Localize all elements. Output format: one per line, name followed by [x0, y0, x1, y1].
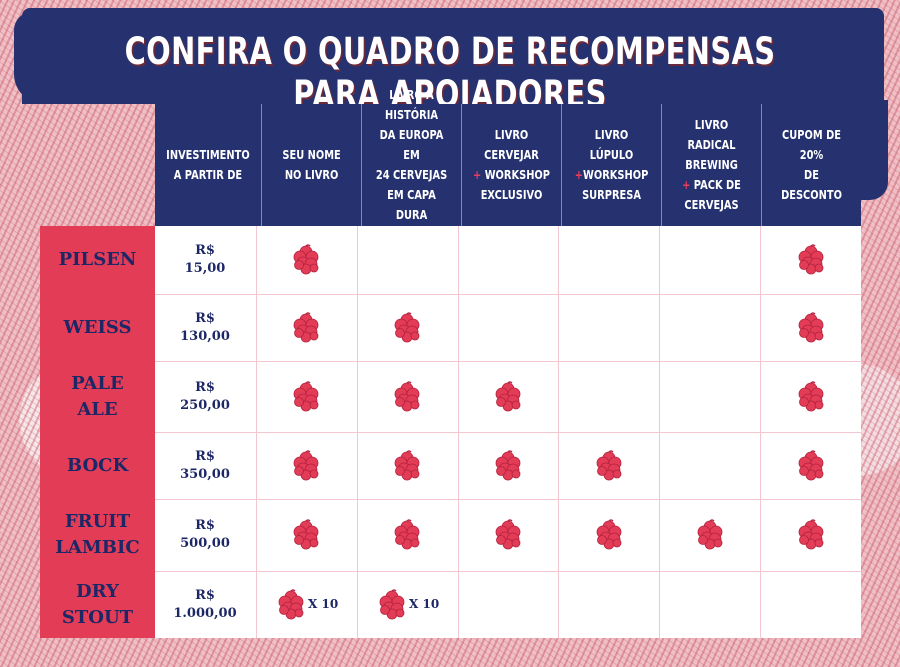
tier-name-line: WEISS: [63, 316, 132, 338]
column-header-line: BREWING: [685, 158, 738, 172]
hop-icon: [796, 381, 826, 413]
column-header-line: DA EUROPA EM: [379, 128, 444, 162]
tier-price-line: 130,00: [180, 328, 230, 344]
column-header-line: LIVRO RADICAL: [687, 118, 736, 152]
hop-icon: [594, 519, 624, 551]
tier-price-line: R$: [195, 243, 215, 258]
column-header-line: + WORKSHOP: [472, 168, 550, 182]
grid-hline: [155, 571, 861, 572]
column-header-line: DE DESCONTO: [781, 168, 842, 202]
hop-icon: [796, 312, 826, 344]
tier-price-line: R$: [195, 448, 215, 464]
column-header-3: LIVRO CERVEJAR + WORKSHOP EXCLUSIVO: [460, 104, 561, 226]
table-header-row: INVESTIMENTO A PARTIR DE SEU NOME NO LIVRO L…: [155, 88, 861, 242]
hop-icon: [796, 244, 826, 276]
column-header-4: LIVRO LÚPULO +WORKSHOP SURPRESA: [560, 104, 661, 226]
tier-price: R$ 15,00: [155, 226, 255, 294]
tier-price-line: 350,00: [180, 466, 230, 482]
column-header-line: LIVRO A HISTÓRIA: [384, 88, 438, 122]
tier-price: R$ 130,00: [155, 294, 255, 361]
tier-name: PALE ALE: [40, 361, 155, 432]
column-header-line: + PACK DE: [682, 178, 741, 192]
column-header-line: 24 CERVEJAS: [375, 168, 448, 182]
hop-icon: [796, 450, 826, 482]
column-header-5: LIVRO RADICAL BREWING + PACK DE CERVEJAS: [660, 104, 761, 226]
tier-price-line: R$: [195, 518, 215, 533]
tier-price-line: 250,00: [180, 397, 230, 413]
hop-icon: [796, 519, 826, 551]
tier-column-background: [40, 226, 155, 638]
hop-icon: [392, 450, 422, 482]
multiplier-label: X 10: [308, 597, 339, 611]
column-header-line: A PARTIR DE: [173, 168, 243, 182]
tier-price-line: 500,00: [180, 536, 230, 551]
tier-name-line: ALE: [77, 398, 118, 420]
grid-hline: [155, 499, 861, 500]
page-title: CONFIRA O QUADRO DE RECOMPENSAS PARA APO…: [124, 30, 776, 116]
grid-hline: [155, 361, 861, 362]
tier-name-line: PILSEN: [58, 249, 137, 270]
tier-name: DRY STOUT: [40, 571, 155, 638]
tier-price-line: R$: [195, 310, 215, 326]
tier-name-line: STOUT: [61, 606, 134, 628]
title-banner: [22, 8, 884, 104]
hop-icon: [392, 381, 422, 413]
grid-hline: [155, 432, 861, 433]
hop-icon: [276, 589, 306, 621]
tier-price: R$ 1.000,00: [155, 571, 255, 638]
tier-name-line: BOCK: [66, 454, 129, 476]
tier-name: BOCK: [40, 432, 155, 499]
grid-hline: [155, 294, 861, 295]
hop-icon: [594, 450, 624, 482]
banner-tail: [858, 100, 888, 200]
column-header-line: SEU NOME: [282, 148, 341, 162]
column-header-6: CUPOM DE 20% DE DESCONTO: [761, 104, 861, 226]
tier-price: R$ 350,00: [155, 432, 255, 499]
column-header-line: LIVRO LÚPULO: [589, 128, 634, 162]
tier-price-line: R$: [195, 379, 215, 395]
hop-icon: [392, 519, 422, 551]
hop-icon: [291, 519, 321, 551]
multiplier-label: X 10: [409, 597, 440, 611]
column-header-line: LIVRO CERVEJAR: [484, 128, 539, 162]
column-header-line: EM CAPA DURA: [387, 188, 436, 222]
column-header-1: SEU NOME NO LIVRO: [260, 104, 361, 226]
tier-price-line: R$: [195, 587, 215, 603]
column-header-line: CERVEJAS: [684, 198, 739, 212]
column-header-0: INVESTIMENTO A PARTIR DE: [155, 104, 261, 226]
tier-name: PILSEN: [40, 226, 155, 294]
tier-name-line: FRUIT: [64, 511, 131, 532]
rewards-grid: [155, 226, 861, 638]
hop-icon: [291, 450, 321, 482]
hop-icon: [291, 312, 321, 344]
hop-icon: [493, 450, 523, 482]
tier-name-line: PALE: [71, 372, 124, 394]
column-header-2: LIVRO A HISTÓRIA DA EUROPA EM 24 CERVEJAS E…: [360, 88, 461, 242]
column-header-line: +WORKSHOP: [574, 168, 649, 182]
tier-price: R$ 250,00: [155, 361, 255, 432]
hop-icon: [291, 381, 321, 413]
hop-icon: [493, 381, 523, 413]
hop-icon: [695, 519, 725, 551]
hop-icon: [291, 244, 321, 276]
tier-price: R$ 500,00: [155, 499, 255, 571]
column-header-line: SURPRESA: [582, 188, 641, 202]
tier-name-line: DRY: [76, 580, 119, 602]
tier-name-line: LAMBIC: [55, 537, 140, 558]
column-header-line: NO LIVRO: [284, 168, 339, 182]
hop-icon: [377, 589, 407, 621]
tier-name: FRUIT LAMBIC: [40, 499, 155, 571]
tier-price-line: 1.000,00: [173, 605, 237, 621]
tier-name: WEISS: [40, 294, 155, 361]
hop-icon: [493, 519, 523, 551]
tier-price-line: 15,00: [184, 261, 226, 276]
hop-icon: [392, 312, 422, 344]
column-header-line: EXCLUSIVO: [480, 188, 543, 202]
column-header-line: INVESTIMENTO: [166, 148, 250, 162]
column-header-line: CUPOM DE 20%: [782, 128, 841, 162]
